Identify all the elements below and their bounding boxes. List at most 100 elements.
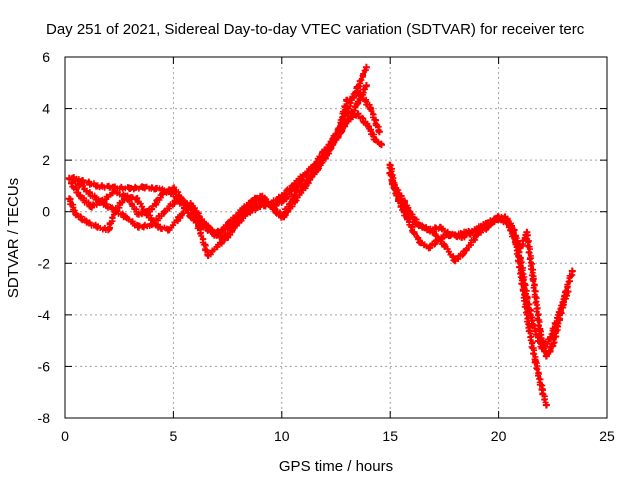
data-point (406, 208, 414, 216)
x-tick-label: 0 (61, 428, 69, 444)
data-point (529, 321, 537, 329)
data-point (70, 174, 78, 182)
data-point (65, 195, 73, 203)
data-point (243, 208, 251, 216)
x-tick-label: 20 (491, 428, 507, 444)
data-point (161, 208, 169, 216)
data-point (252, 195, 260, 203)
data-point (122, 213, 130, 221)
tick-marks (64, 56, 608, 419)
data-point (94, 223, 101, 231)
data-point (375, 128, 383, 136)
data-point (555, 308, 563, 316)
data-point (148, 221, 156, 229)
y-tick-label: -2 (38, 255, 51, 271)
data-points (65, 63, 576, 409)
data-point (278, 213, 286, 221)
data-point (564, 288, 572, 296)
y-tick-label: -8 (38, 410, 51, 426)
data-point (343, 97, 351, 105)
data-point (510, 226, 518, 234)
data-point (174, 195, 182, 203)
data-point (356, 89, 364, 97)
data-point (549, 342, 557, 350)
data-point (501, 213, 509, 221)
data-point (135, 210, 143, 218)
data-point (367, 105, 375, 113)
data-point (109, 183, 117, 191)
data-point (133, 195, 140, 203)
data-point (354, 99, 362, 107)
data-point (317, 159, 325, 167)
data-point (200, 221, 208, 229)
plot-frame (64, 56, 608, 419)
data-point (462, 246, 470, 254)
data-point (87, 203, 95, 211)
data-point (386, 161, 394, 169)
data-point (397, 192, 405, 200)
grid-lines (65, 57, 607, 418)
data-point (165, 226, 173, 234)
data-point (490, 215, 498, 223)
data-point (304, 177, 312, 185)
data-point (124, 195, 132, 203)
data-point (217, 239, 225, 247)
y-tick-label: 4 (42, 101, 50, 117)
data-point (83, 218, 91, 226)
data-point (473, 231, 481, 239)
data-point (568, 267, 576, 275)
data-point (425, 244, 433, 252)
data-point (109, 205, 117, 213)
data-point (282, 195, 290, 203)
data-point (126, 185, 134, 192)
data-point (386, 169, 394, 177)
data-point (76, 192, 84, 200)
data-point (479, 221, 487, 229)
data-point (256, 203, 264, 211)
data-point (291, 192, 299, 200)
y-tick-label: 2 (42, 152, 50, 168)
data-point (83, 187, 91, 195)
data-point (523, 228, 531, 236)
x-tick-label: 15 (382, 428, 398, 444)
data-point (135, 223, 143, 231)
data-point (388, 179, 396, 187)
x-tick-labels: 0 5 10 15 20 25 (61, 428, 615, 444)
data-point (169, 185, 177, 192)
data-point (213, 231, 221, 239)
data-point (239, 205, 247, 213)
y-tick-label: -4 (38, 307, 51, 323)
data-point (547, 334, 555, 342)
data-point (447, 231, 455, 239)
data-point (414, 221, 422, 229)
chart-title: Day 251 of 2021, Sidereal Day-to-day VTE… (46, 21, 585, 38)
x-tick-label: 5 (170, 428, 178, 444)
data-point (362, 63, 370, 71)
data-point (104, 226, 112, 234)
y-tick-label: 6 (42, 49, 50, 65)
data-point (440, 241, 448, 249)
data-point (529, 275, 537, 283)
data-point (410, 228, 418, 236)
data-point (538, 344, 546, 352)
x-axis-label: GPS time / hours (279, 458, 393, 475)
data-point (362, 81, 370, 89)
data-point (542, 352, 550, 360)
data-point (111, 187, 119, 195)
data-point (226, 218, 234, 226)
data-point (148, 205, 156, 213)
data-point (523, 293, 531, 301)
data-point (96, 197, 104, 205)
x-tick-label: 10 (274, 428, 290, 444)
data-point (187, 203, 195, 211)
data-point (417, 239, 425, 247)
data-point (525, 324, 533, 332)
data-point (330, 138, 338, 146)
data-point (343, 118, 351, 125)
data-point (176, 213, 184, 221)
data-point (68, 179, 75, 187)
data-point (139, 183, 147, 191)
data-point (542, 401, 550, 409)
